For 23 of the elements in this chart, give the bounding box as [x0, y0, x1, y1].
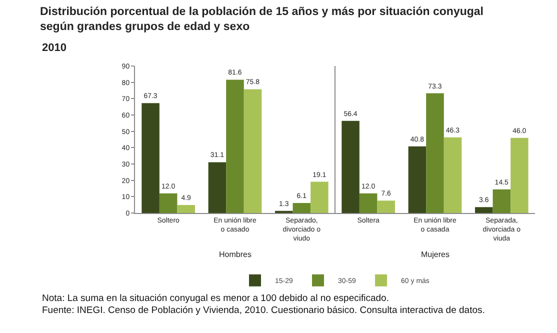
source-note: Fuente: INEGI. Censo de Población y Vivienda, 2010. Cuestionario básico. Consulta interactiva de datos.: [42, 305, 485, 316]
bar: [244, 89, 262, 213]
chart-subtitle: 2010: [42, 42, 66, 54]
bar: [142, 103, 160, 213]
bar: [159, 193, 178, 213]
bar: [226, 80, 244, 213]
bar: [408, 146, 426, 213]
bar: [475, 207, 493, 213]
bar: [292, 203, 311, 213]
bar: [359, 193, 378, 213]
chart-title: Distribución porcentual de la población de 15 años y más por situación conyugal según grandes grupos de edad y sexo: [40, 6, 484, 33]
bar: [426, 93, 444, 213]
bar: [208, 162, 226, 213]
bar: [377, 200, 395, 213]
bar: [342, 120, 360, 213]
bar: [510, 138, 528, 213]
bar: [444, 137, 462, 213]
text: Hombres: [219, 250, 252, 259]
bar: [310, 182, 328, 213]
text: Mujeres: [421, 250, 450, 259]
text: Nota: La suma en la situación conyugal es menor a 100 debido al no especificado.: [42, 293, 389, 304]
bar: [492, 189, 511, 213]
bar: [177, 205, 195, 213]
